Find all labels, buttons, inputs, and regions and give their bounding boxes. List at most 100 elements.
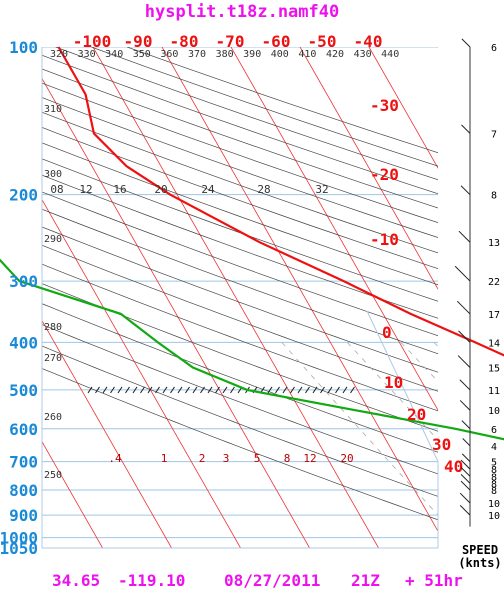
dry-adiabat-label: 370 — [188, 49, 206, 60]
temperature-label-right: 40 — [444, 457, 463, 476]
wind-barb — [460, 185, 471, 196]
wind-speed-value: 10 — [488, 499, 500, 510]
isotherm-line — [42, 47, 310, 548]
dry-adiabat-label: 340 — [105, 49, 123, 60]
footer-forecast: + 51hr — [405, 571, 463, 590]
footer-longitude: -119.10 — [118, 571, 185, 590]
hatch-mark — [327, 386, 333, 394]
pressure-label: 200 — [9, 186, 38, 205]
hatch-mark — [192, 386, 198, 394]
wind-barb — [462, 438, 471, 447]
isotherm-line — [42, 47, 103, 548]
hatch-mark — [350, 386, 355, 394]
dry-adiabat-line — [42, 47, 438, 548]
mixing-ratio-label: 1 — [161, 452, 168, 465]
wind-barb — [461, 453, 471, 462]
wind-speed-value: 8 — [491, 465, 497, 476]
wind-barb — [459, 379, 471, 391]
wind-barb — [457, 355, 471, 368]
dry-adiabat-line — [42, 47, 438, 548]
footer-latitude: 34.65 — [52, 571, 100, 590]
hatch-mark — [155, 386, 160, 394]
hatch-mark — [290, 386, 295, 394]
isotherm-line — [299, 47, 438, 548]
temperature-label-top: -50 — [308, 32, 337, 51]
dry-adiabat-line — [42, 47, 438, 548]
dry-adiabat-line — [42, 47, 438, 548]
isotherm-line — [368, 47, 438, 548]
temperature-label-right: 30 — [432, 435, 451, 454]
hatch-mark — [207, 386, 213, 394]
wind-barb — [460, 459, 471, 470]
dry-adiabat-label: 300 — [44, 169, 62, 180]
dry-adiabat-line — [42, 47, 438, 548]
mixing-ratio-line — [347, 342, 438, 548]
wind-speed-unit: (knts) — [458, 556, 501, 570]
wind-speed-value: 8 — [491, 472, 497, 483]
dry-adiabat-label: 280 — [44, 322, 62, 333]
pressure-label: 700 — [9, 453, 38, 472]
mixing-ratio-label: 5 — [254, 452, 261, 465]
hatch-mark — [275, 386, 280, 394]
pressure-label: 400 — [9, 333, 38, 352]
wind-speed-value: 4 — [491, 442, 497, 453]
mixing-ratio-label: 20 — [154, 183, 167, 196]
dry-adiabat-line — [42, 47, 438, 548]
chart-title: hysplit.t18z.namf40 — [145, 2, 339, 22]
mixing-ratio-label: 32 — [315, 183, 328, 196]
wind-speed-value: 10 — [488, 511, 500, 522]
temperature-label-top: -60 — [262, 32, 291, 51]
pressure-label: 800 — [9, 481, 38, 500]
dry-adiabat-label: 430 — [354, 49, 372, 60]
pressure-label: 500 — [9, 381, 38, 400]
diagram-frame — [41, 47, 439, 549]
wind-speed-value: 8 — [491, 479, 497, 490]
temperature-label-top: -100 — [73, 32, 112, 51]
temperature-label-top: -80 — [170, 32, 199, 51]
hatch-mark — [335, 386, 340, 394]
dry-adiabat-line — [42, 47, 438, 548]
hatch-mark — [125, 386, 130, 394]
temperature-label-right: -30 — [370, 96, 399, 115]
sounding-traces — [0, 46, 504, 441]
wind-barb — [459, 492, 471, 504]
hatch-mark — [320, 386, 325, 394]
temperature-label-right: 10 — [384, 373, 403, 392]
dry-adiabat-line — [42, 47, 438, 548]
hatch-mark — [185, 386, 190, 394]
dry-adiabat-line — [42, 47, 438, 548]
mixing-ratio-label: 08 — [50, 183, 63, 196]
wind-barb — [461, 420, 471, 430]
dry-adiabat-line — [42, 47, 438, 548]
pressure-label: 100 — [9, 38, 38, 57]
wind-speed-value: 8 — [491, 486, 497, 497]
dry-adiabat-label: 400 — [271, 49, 289, 60]
hatch-mark — [95, 386, 100, 394]
dry-adiabat-label: 270 — [44, 353, 62, 364]
hatch-mark — [312, 386, 318, 394]
wind-speed-value: 8 — [491, 191, 497, 202]
hatch-mark — [215, 386, 220, 394]
isotherm-line — [42, 47, 241, 548]
hatch-mark — [132, 386, 138, 394]
isotherm-line — [42, 47, 172, 548]
dry-adiabat-label: 310 — [44, 104, 62, 115]
pressure-label: 900 — [9, 506, 38, 525]
isotherm-line — [230, 47, 438, 548]
hatch-mark — [117, 386, 123, 394]
dry-adiabat-label: 420 — [326, 49, 344, 60]
wind-speed-value: 11 — [488, 386, 500, 397]
temperature-label-top: -90 — [124, 32, 153, 51]
dry-adiabat-line — [42, 47, 438, 548]
wind-speed-value: 14 — [488, 338, 500, 349]
dry-adiabat-label: 390 — [243, 49, 261, 60]
mixing-ratio-label: 2 — [199, 452, 206, 465]
temperature-label-right: -20 — [370, 165, 399, 184]
mixing-ratio-label: 24 — [201, 183, 215, 196]
wind-barb — [459, 400, 471, 411]
temperature-trace — [57, 46, 504, 357]
wind-barb — [461, 38, 471, 48]
mixing-ratio-label: 16 — [113, 183, 126, 196]
frame-right — [366, 310, 439, 548]
